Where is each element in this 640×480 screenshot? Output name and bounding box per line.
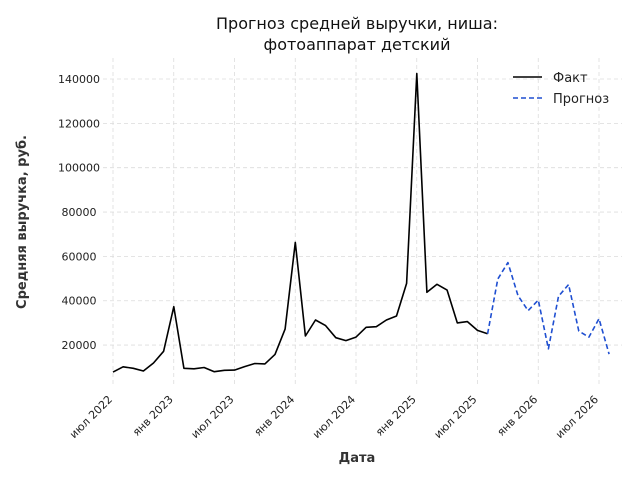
x-tick-label: июл 2024 xyxy=(310,393,358,441)
legend: Факт Прогноз xyxy=(513,71,609,107)
chart-title: Прогноз средней выручки, ниша: xyxy=(216,14,498,33)
x-tick-label: янв 2025 xyxy=(373,393,419,439)
x-tick-label: янв 2026 xyxy=(495,393,541,439)
x-tick-label: июл 2022 xyxy=(67,393,115,441)
x-tick-label: янв 2023 xyxy=(130,393,176,439)
y-tick-label: 40000 xyxy=(62,295,97,308)
y-tick-label: 60000 xyxy=(62,250,97,263)
y-tick-label: 20000 xyxy=(62,339,97,352)
x-tick-label: июл 2025 xyxy=(432,393,480,441)
x-tick-label: янв 2024 xyxy=(252,393,298,439)
legend-label-forecast: Прогноз xyxy=(553,92,609,107)
grid xyxy=(103,58,622,384)
x-tick-label: июл 2026 xyxy=(553,393,601,441)
y-tick-label: 100000 xyxy=(58,162,100,175)
chart-subtitle: фотоаппарат детский xyxy=(264,35,451,54)
y-tick-label: 80000 xyxy=(62,206,97,219)
y-tick-label: 140000 xyxy=(58,73,100,86)
series-line-fact xyxy=(112,72,488,373)
legend-label-fact: Факт xyxy=(553,71,588,86)
y-tick-label: 120000 xyxy=(58,117,100,130)
series-lines xyxy=(112,72,610,373)
x-tick-label: июл 2023 xyxy=(189,393,237,441)
tick-labels: 20000 40000 60000 80000 100000 120000 140000 ию… xyxy=(58,73,601,441)
x-axis-label: Дата xyxy=(339,451,376,466)
series-line-forecast xyxy=(486,261,610,355)
y-axis-label: Средняя выручка, руб. xyxy=(15,135,30,309)
